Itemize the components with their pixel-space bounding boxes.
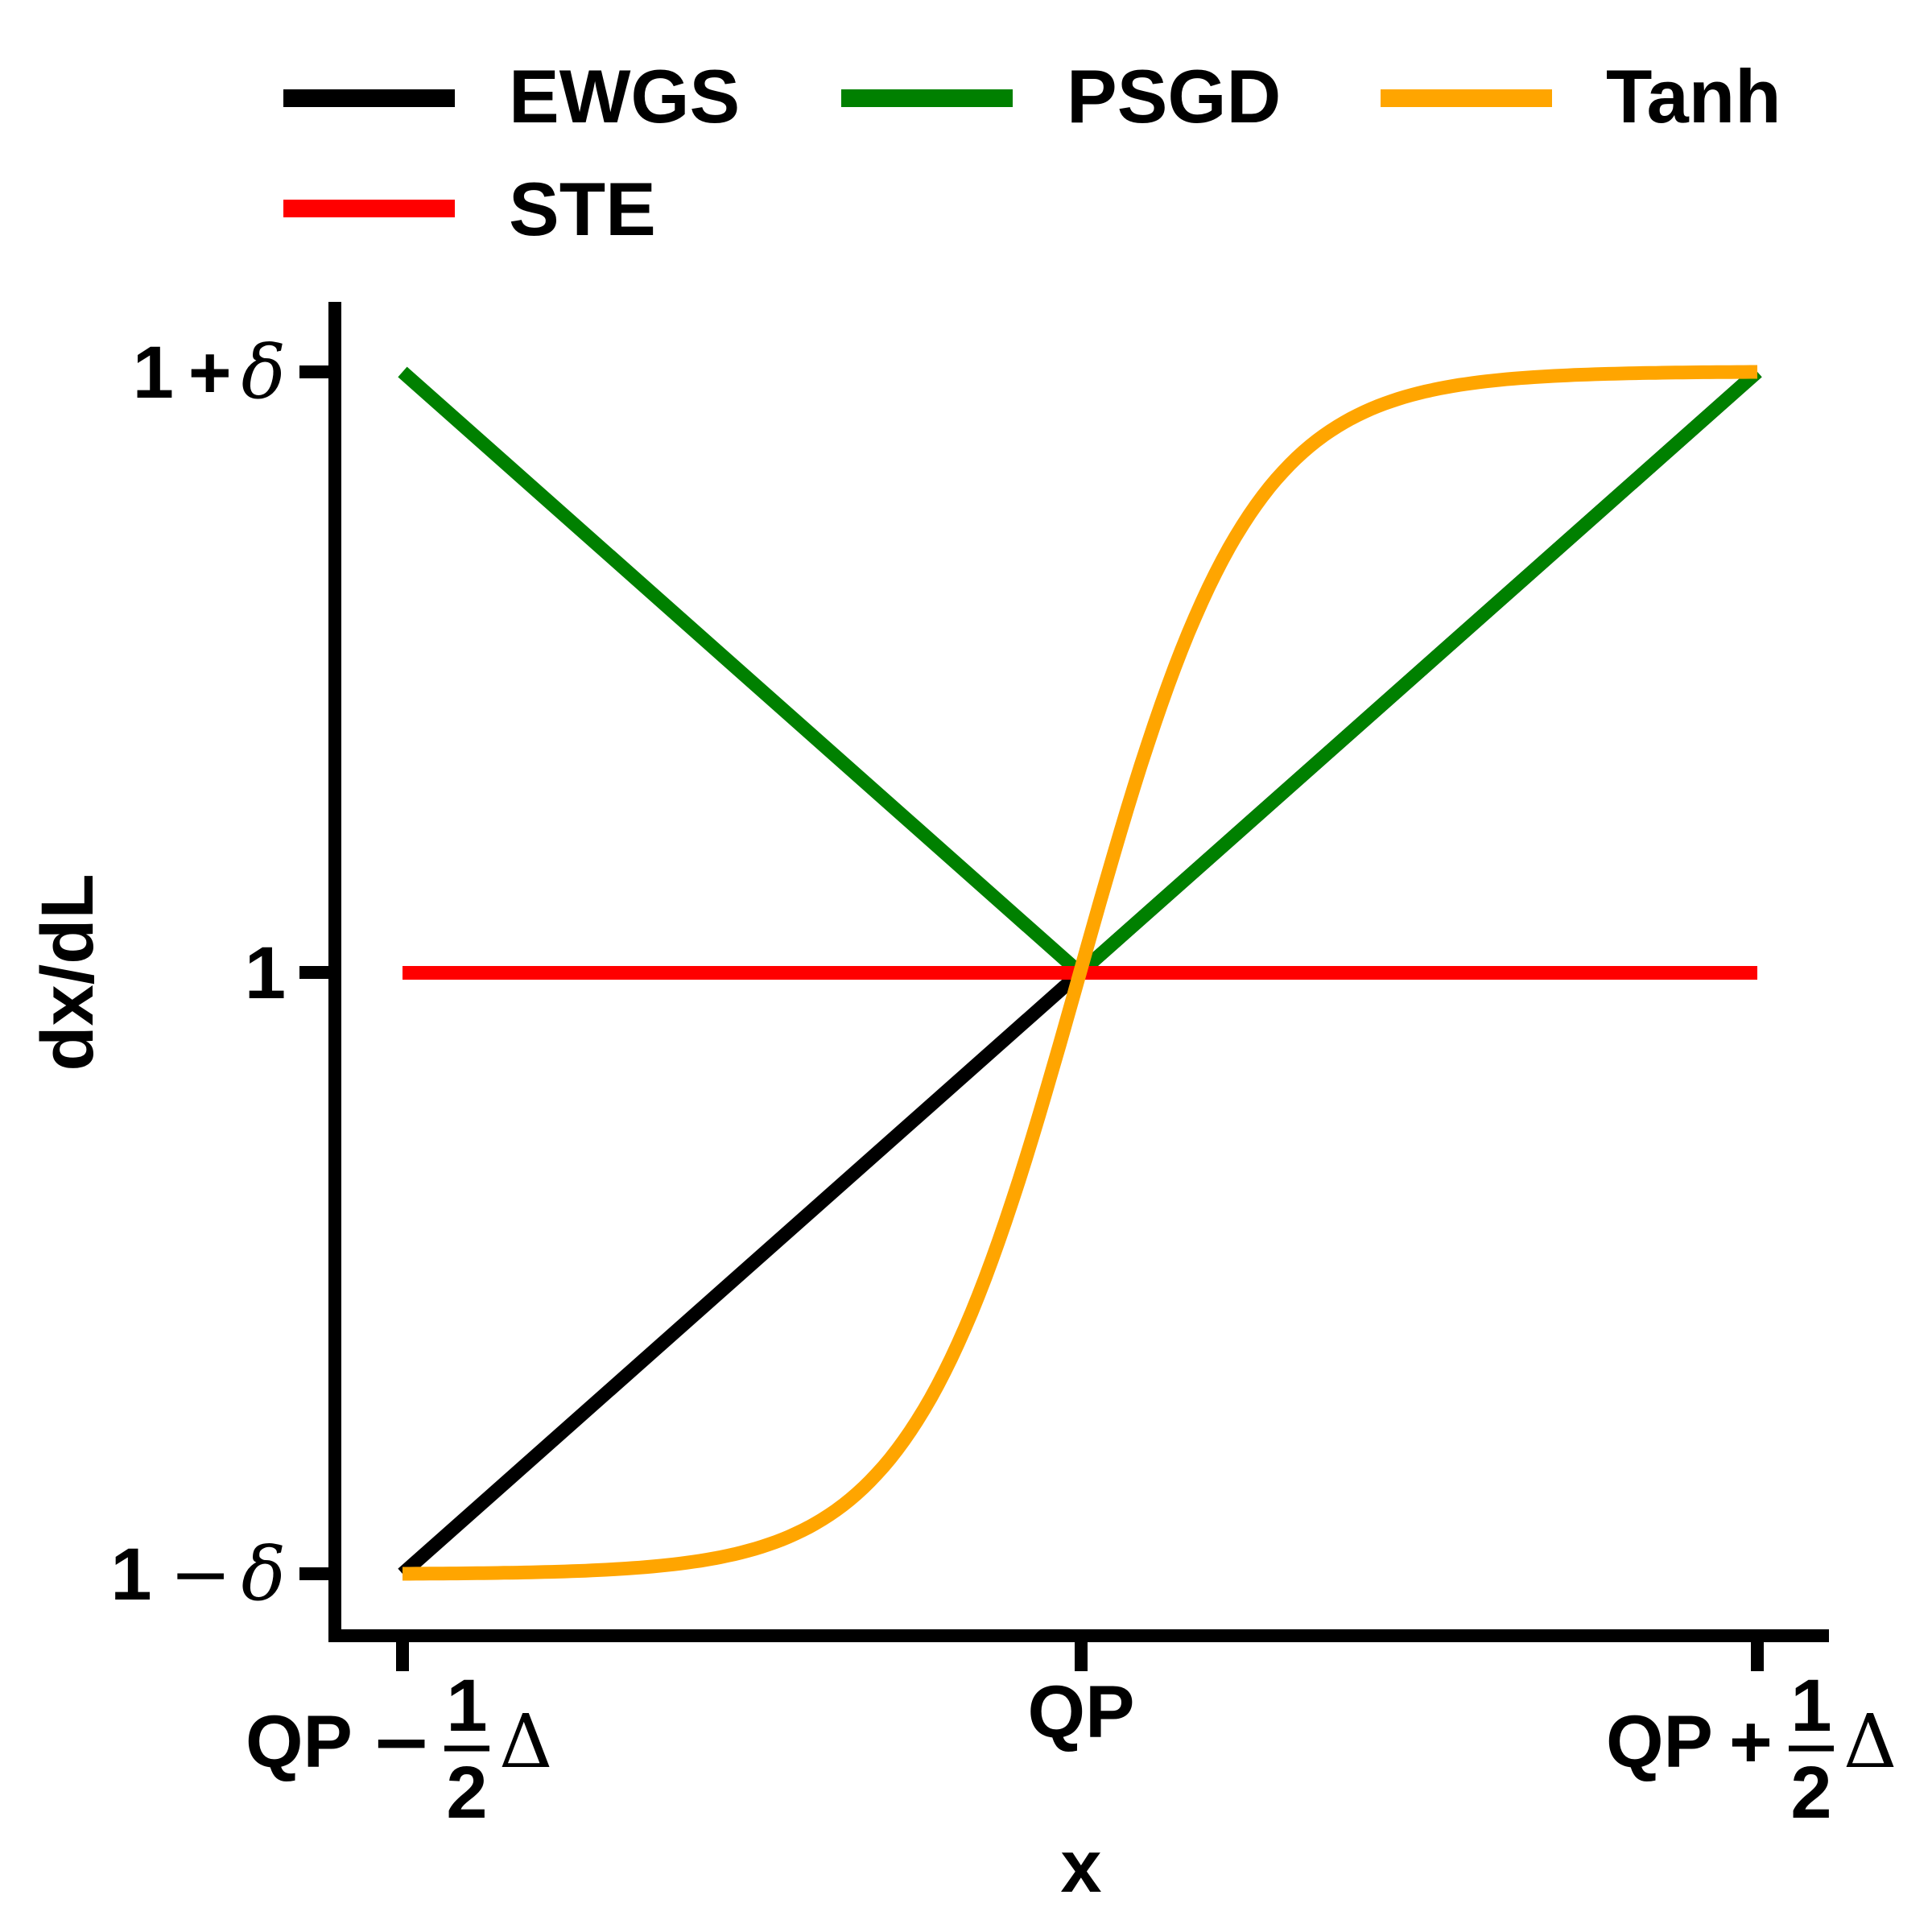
svg-text:QP+: QP + [1606, 1701, 1773, 1783]
legend-label-ste: STE [509, 167, 656, 251]
y-tick-label-mid: 1 [245, 932, 286, 1014]
svg-text:2: 2 [1790, 1752, 1831, 1834]
svg-text:1: 1 [1790, 1665, 1831, 1747]
legend-item-psgd: PSGD [841, 54, 1281, 138]
y-tick-label-top: 1 + δ [133, 329, 286, 415]
x-tick-label-mid: QP [1028, 1671, 1135, 1753]
y-tick-label-bottom: 1− δ [110, 1531, 286, 1617]
x-axis-title: x [1060, 1826, 1101, 1908]
legend-item-ewgs: EWGS [283, 54, 740, 138]
svg-text:2: 2 [446, 1752, 487, 1834]
y-axis-title: dx/dL [27, 873, 109, 1071]
legend-item-tanh: Tanh [1381, 54, 1781, 138]
svg-text:Δ: Δ [1843, 1699, 1897, 1785]
svg-text:Δ: Δ [499, 1699, 552, 1785]
plot-area [398, 365, 1762, 1581]
series-line-tanh [402, 365, 1757, 1581]
legend-label-psgd: PSGD [1067, 54, 1281, 138]
x-tick-label-left: QP − 1 2 Δ [246, 1665, 552, 1834]
svg-text:1: 1 [446, 1665, 487, 1747]
y-ticks: 1 + δ 1 1− δ [110, 329, 332, 1617]
legend-label-ewgs: EWGS [509, 54, 740, 138]
svg-text:QP−: QP − [246, 1698, 432, 1785]
legend-label-tanh: Tanh [1606, 54, 1781, 138]
legend: EWGS PSGD Tanh STE [283, 54, 1781, 251]
x-tick-label-right: QP + 1 2 Δ [1606, 1665, 1897, 1834]
x-ticks: QP − 1 2 Δ QP QP + 1 2 Δ [246, 1639, 1897, 1834]
series-line-psgd [398, 366, 1762, 982]
legend-item-ste: STE [283, 167, 656, 251]
